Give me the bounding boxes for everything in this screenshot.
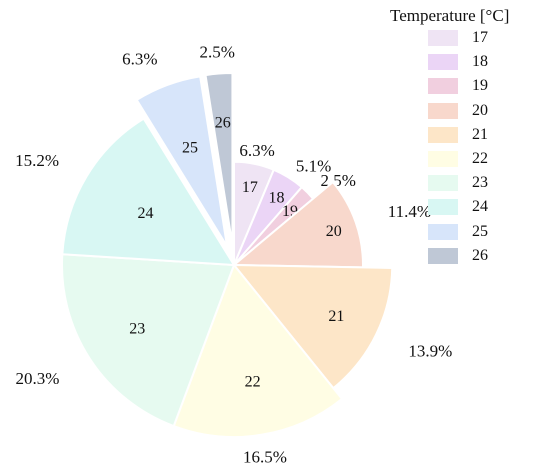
legend-label: 23	[472, 174, 488, 192]
legend-item-20: 20	[428, 99, 542, 123]
slice-pct-label-22: 16.5%	[243, 448, 287, 464]
legend-swatch	[428, 30, 458, 47]
legend-swatch	[428, 247, 458, 264]
legend-label: 20	[472, 101, 488, 119]
legend-label: 22	[472, 150, 488, 168]
slice-pct-label-24: 15.2%	[15, 151, 59, 170]
legend-label: 21	[472, 125, 488, 143]
slice-pct-label-20: 11.4%	[388, 202, 431, 221]
legend-label: 19	[472, 77, 488, 95]
pie-slice-24	[61, 117, 236, 267]
legend-swatch	[428, 126, 458, 143]
legend-item-22: 22	[428, 147, 542, 171]
legend-item-24: 24	[428, 195, 542, 219]
slice-label-25: 25	[182, 139, 198, 156]
legend: Temperature [°C] 17 18 19 20 21 22 23 24 25 26	[390, 6, 542, 268]
legend-title: Temperature [°C]	[390, 6, 510, 25]
slice-label-26: 26	[215, 115, 231, 132]
legend-item-26: 26	[428, 244, 542, 268]
slice-label-23: 23	[129, 321, 145, 338]
slice-label-20: 20	[326, 223, 342, 240]
legend-swatch	[428, 102, 458, 119]
slice-label-17: 17	[242, 179, 258, 196]
legend-swatch	[428, 78, 458, 95]
slice-label-18: 18	[268, 190, 284, 207]
pie-slice-23	[61, 253, 236, 428]
legend-item-19: 19	[428, 74, 542, 98]
legend-swatch	[428, 223, 458, 240]
legend-label: 18	[472, 53, 488, 71]
legend-item-25: 25	[428, 220, 542, 244]
legend-swatch	[428, 151, 458, 168]
legend-item-17: 17	[428, 26, 542, 50]
pie-slice-25	[135, 75, 229, 247]
legend-items: 17 18 19 20 21 22 23 24 25 26	[392, 26, 542, 268]
legend-swatch	[428, 54, 458, 71]
legend-label: 24	[472, 198, 488, 216]
slice-label-24: 24	[138, 205, 154, 222]
legend-item-21: 21	[428, 123, 542, 147]
pie-slice-20	[231, 180, 364, 269]
legend-swatch	[428, 175, 458, 192]
legend-item-18: 18	[428, 50, 542, 74]
pie-slice-26	[204, 72, 234, 246]
slice-label-22: 22	[245, 373, 261, 390]
slice-pct-label-26: 2.5%	[199, 43, 234, 62]
slice-pct-label-25: 6.3%	[122, 50, 157, 69]
legend-label: 26	[472, 246, 488, 264]
pie-slice-21	[231, 263, 394, 390]
slice-pct-label-17: 6.3%	[239, 141, 274, 160]
legend-item-23: 23	[428, 171, 542, 195]
slice-pct-label-23: 20.3%	[16, 369, 60, 388]
pie-slice-22	[172, 263, 344, 438]
legend-swatch	[428, 199, 458, 216]
legend-label: 25	[472, 222, 488, 240]
slice-pct-label-21: 13.9%	[408, 341, 452, 360]
slice-label-21: 21	[328, 308, 344, 325]
legend-label: 17	[472, 29, 488, 47]
slice-pct-label-18: 5.1%	[296, 156, 331, 175]
